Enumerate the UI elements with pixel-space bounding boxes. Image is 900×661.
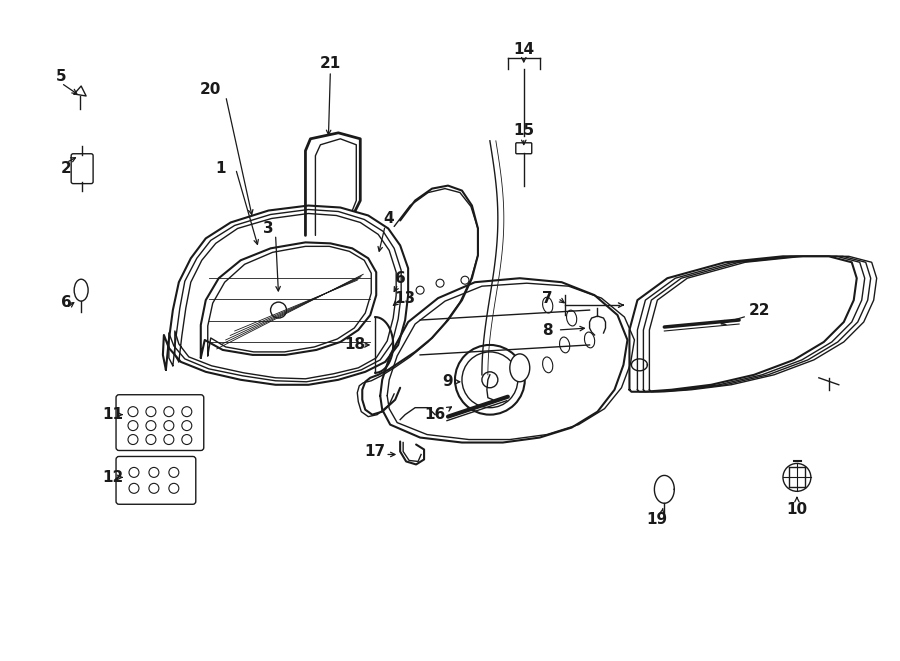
Ellipse shape (509, 354, 530, 382)
Text: 14: 14 (513, 42, 535, 57)
Text: 6: 6 (395, 271, 406, 286)
Ellipse shape (566, 310, 577, 326)
Text: 17: 17 (364, 444, 386, 459)
Text: 19: 19 (647, 512, 668, 527)
Text: 22: 22 (748, 303, 770, 317)
FancyBboxPatch shape (516, 143, 532, 154)
Ellipse shape (584, 332, 595, 348)
Ellipse shape (543, 297, 553, 313)
Ellipse shape (560, 337, 570, 353)
FancyBboxPatch shape (116, 395, 203, 451)
Text: 8: 8 (543, 323, 553, 338)
Text: 11: 11 (103, 407, 123, 422)
Text: 6: 6 (61, 295, 72, 309)
FancyBboxPatch shape (71, 154, 93, 184)
Text: 3: 3 (263, 221, 274, 236)
Text: 13: 13 (394, 291, 416, 305)
Text: 12: 12 (103, 470, 123, 485)
Text: 7: 7 (543, 291, 553, 305)
Text: 2: 2 (61, 161, 72, 176)
Ellipse shape (543, 357, 553, 373)
Text: 21: 21 (320, 56, 341, 71)
Text: 9: 9 (443, 374, 454, 389)
Text: 1: 1 (215, 161, 226, 176)
Text: 10: 10 (787, 502, 807, 517)
FancyBboxPatch shape (116, 457, 196, 504)
Text: 20: 20 (200, 81, 221, 97)
Text: 4: 4 (382, 211, 393, 226)
Text: 15: 15 (513, 124, 535, 138)
Text: 5: 5 (56, 69, 67, 83)
Text: 16: 16 (425, 407, 446, 422)
Ellipse shape (74, 279, 88, 301)
Text: 18: 18 (345, 337, 366, 352)
